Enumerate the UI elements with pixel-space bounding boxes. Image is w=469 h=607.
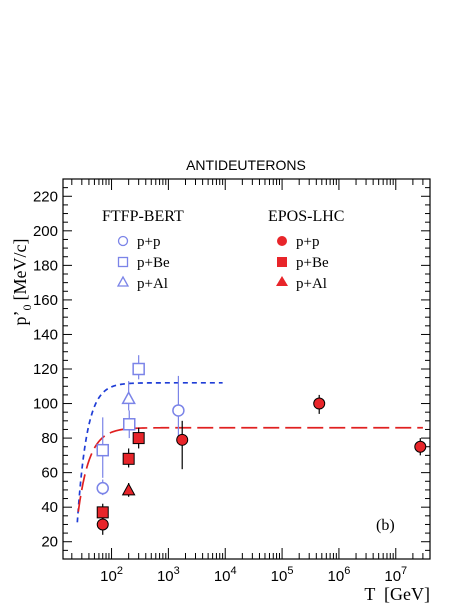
x-tick-label: 106 [328, 565, 351, 585]
data-point-circle [414, 440, 427, 453]
y-tick-label: 20 [41, 534, 58, 551]
data-point-square [132, 362, 145, 376]
legend-marker-ftfp-pbe [117, 256, 129, 268]
data-point-circle [96, 481, 109, 495]
legend-label-epos-pp: p+p [296, 234, 319, 250]
x-tick-exponent: 6 [344, 565, 350, 577]
x-tick-exponent: 3 [174, 565, 180, 577]
panel-label: (b) [376, 517, 395, 534]
x-tick-label: 104 [214, 565, 237, 585]
x-tick-base: 10 [384, 568, 401, 585]
plot-frame [62, 178, 431, 560]
legend-marker-ftfp-pp [117, 235, 129, 247]
y-tick-labels: 20 40 60 80 100 120 140 160 180 200 220 [33, 188, 58, 550]
y-tick-label: 220 [33, 188, 58, 205]
y-tick-label: 140 [33, 326, 58, 343]
legend-header-ftfp: FTFP-BERT [102, 208, 184, 225]
x-tick-exponent: 4 [231, 565, 237, 577]
x-tick-base: 10 [328, 568, 345, 585]
data-point-triangle [121, 482, 136, 496]
data-point-circle [96, 518, 109, 531]
x-tick-label: 107 [384, 565, 407, 585]
legend-header-epos: EPOS-LHC [268, 208, 344, 225]
x-tick-labels: 102 103 104 105 106 107 [100, 565, 407, 585]
data-point-square [123, 418, 136, 431]
y-tick-label: 160 [33, 292, 58, 309]
x-tick-label: 103 [157, 565, 180, 585]
data-point-square [132, 432, 145, 445]
y-tick-label: 80 [41, 430, 58, 447]
x-axis-label: T [GeV] [364, 584, 430, 604]
data-point-square [96, 443, 109, 457]
legend-marker-epos-pal [276, 276, 288, 286]
legend-label-ftfp-pp: p+p [137, 234, 160, 250]
y-axis-label-unit: [MeV/c] [10, 239, 30, 301]
legend-marker-ftfp-pal [116, 275, 130, 287]
x-tick-base: 10 [157, 568, 174, 585]
y-axis-label-main: p [10, 316, 30, 325]
legend-label-epos-pbe: p+Be [296, 255, 329, 271]
data-point-circle [172, 404, 185, 417]
x-tick-exponent: 5 [287, 565, 293, 577]
y-axis-label-sub: 0 [20, 304, 34, 310]
data-point-triangle [121, 390, 136, 405]
data-markers [96, 355, 427, 535]
legend-label-ftfp-pal: p+Al [137, 276, 168, 292]
x-tick-label: 105 [271, 565, 294, 585]
svg-text:p’0[MeV/c]: p’0 [MeV/c] [10, 239, 34, 326]
x-tick-base: 10 [271, 568, 288, 585]
x-tick-base: 10 [100, 568, 117, 585]
legend: FTFP-BERT EPOS-LHC p+p p+Be p+Al p+p p+B… [102, 208, 344, 292]
fit-curve-ftfp-bert [76, 381, 223, 523]
chart-title: ANTIDEUTERONS [186, 157, 306, 173]
y-tick-label: 120 [33, 361, 58, 378]
y-tick-label: 200 [33, 223, 58, 240]
axes-ticks [63, 178, 431, 560]
legend-label-ftfp-pbe: p+Be [137, 255, 170, 271]
y-axis-label: p’0 [MeV/c] [10, 239, 34, 326]
y-tick-label: 60 [41, 465, 58, 482]
y-axis-label-prime: ’ [10, 310, 30, 316]
legend-label-epos-pal: p+Al [296, 276, 327, 292]
x-tick-label: 102 [100, 565, 123, 585]
legend-marker-epos-pbe [277, 257, 287, 267]
x-tick-base: 10 [214, 568, 231, 585]
legend-marker-epos-pp [277, 236, 287, 246]
x-tick-exponent: 2 [117, 565, 123, 577]
y-tick-label: 100 [33, 396, 58, 413]
data-point-square [122, 452, 135, 465]
data-point-circle [313, 397, 326, 410]
data-point-circle [176, 433, 189, 446]
fit-curves [76, 381, 423, 523]
fit-curve-epos-lhc [77, 426, 423, 512]
x-tick-exponent: 7 [401, 565, 407, 577]
y-tick-label: 180 [33, 257, 58, 274]
data-point-square [96, 506, 109, 519]
y-tick-label: 40 [41, 499, 58, 516]
